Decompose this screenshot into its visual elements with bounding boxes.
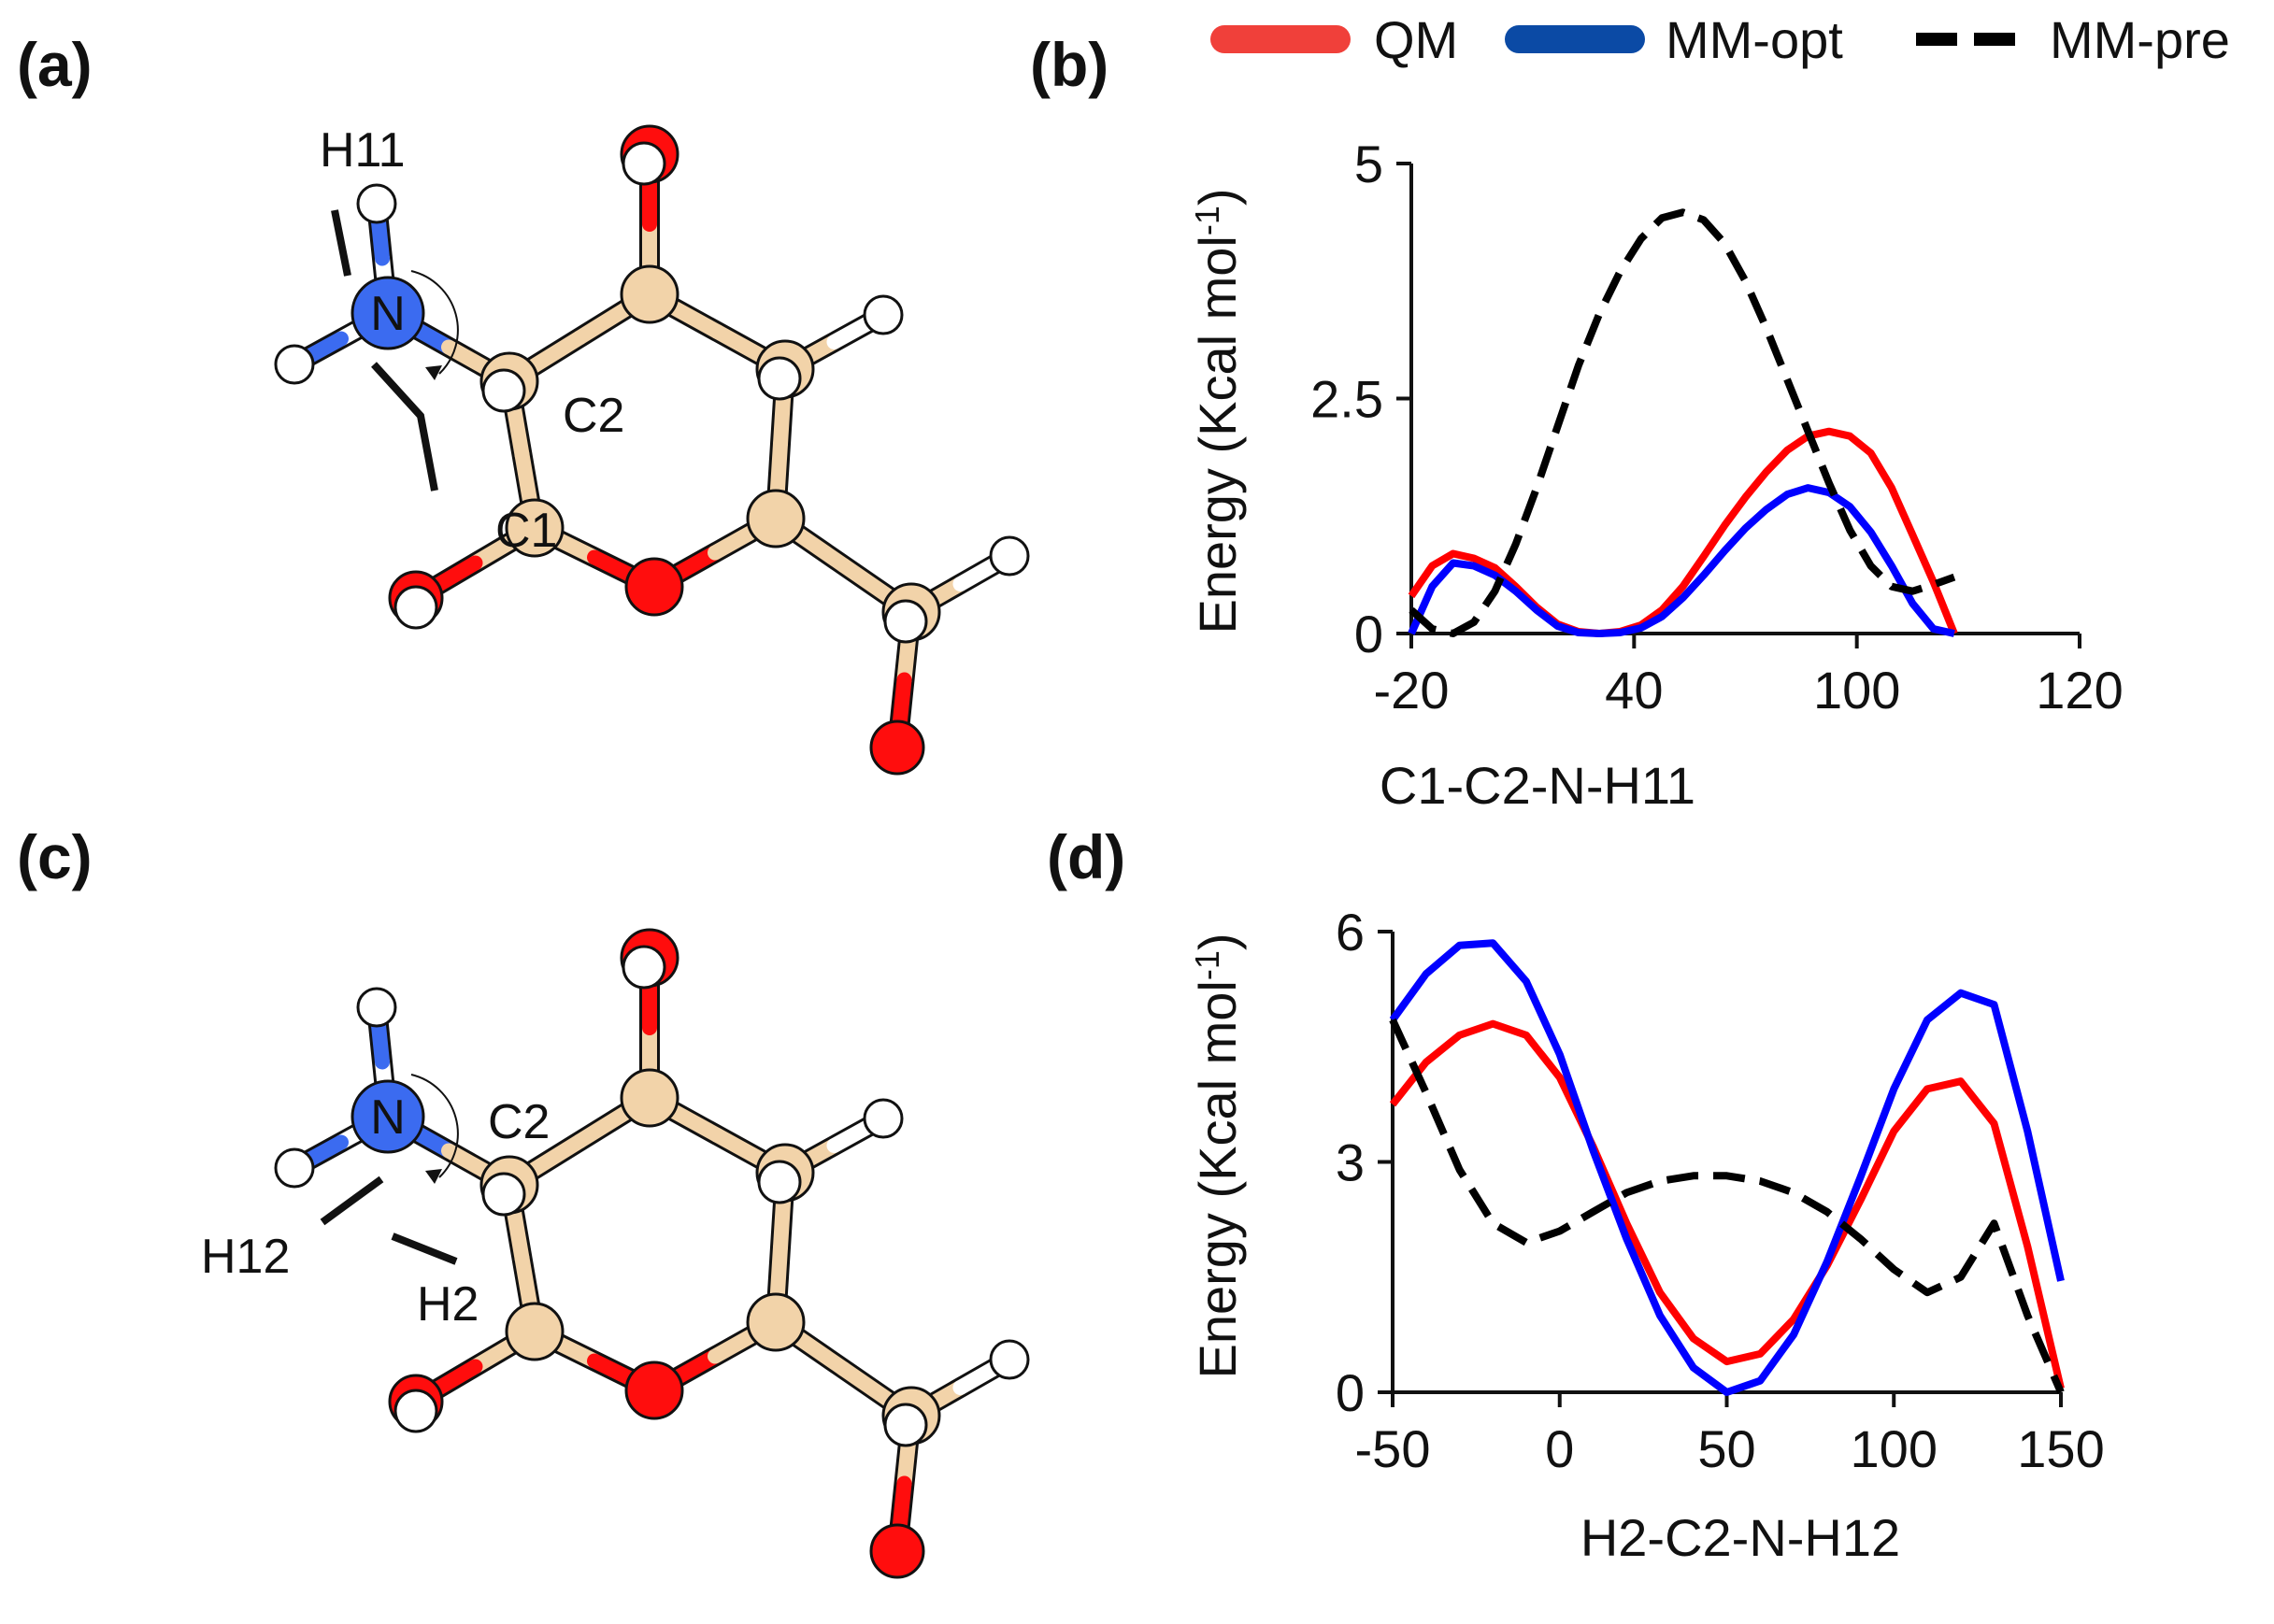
chart-d-ylabel-sup: -1 bbox=[1188, 950, 1226, 980]
chart-b: -20 40 100 120 0 2.5 5 C1-C2-N-H11 Energy (Kca… bbox=[1188, 135, 2124, 815]
chart-b-ylabel-close: ) bbox=[1188, 188, 1247, 206]
chart-b-axes: -20 40 100 120 0 2.5 5 bbox=[1310, 135, 2124, 719]
series-line-mm-opt bbox=[1389, 939, 2065, 1396]
atom-h bbox=[393, 585, 438, 630]
atom-label-n: N bbox=[370, 1090, 406, 1145]
atom-o6 bbox=[869, 719, 925, 776]
panel-label-b: (b) bbox=[1030, 30, 1108, 99]
atom-label-n: N bbox=[370, 287, 406, 341]
series-line-mm-pre bbox=[1389, 1018, 2065, 1394]
legend-label-mm-opt: MM-opt bbox=[1666, 10, 1843, 69]
dihedral-arc bbox=[410, 270, 459, 375]
chart-b-ylabel: Energy (Kcal mol-1) bbox=[1188, 188, 1247, 634]
x-tick-label: 100 bbox=[1851, 1419, 1938, 1478]
atom-h6 bbox=[989, 535, 1030, 577]
atom-h11 bbox=[356, 183, 397, 224]
atom-h bbox=[481, 368, 526, 413]
atom-label-c2: C2 bbox=[563, 389, 624, 443]
atom-h bbox=[481, 1172, 526, 1217]
y-tick-label: 0 bbox=[1336, 1363, 1365, 1422]
atom-n bbox=[350, 276, 425, 350]
x-tick-label: 50 bbox=[1697, 1419, 1755, 1478]
atom-h bbox=[622, 141, 666, 186]
y-tick-label: 5 bbox=[1354, 135, 1383, 193]
dihedral-arc bbox=[410, 1074, 459, 1178]
atom-h bbox=[757, 1160, 802, 1204]
x-tick-label: -50 bbox=[1355, 1419, 1431, 1478]
atom-c1 bbox=[505, 1302, 565, 1361]
chart-b-ylabel-sup: -1 bbox=[1188, 206, 1226, 235]
x-tick-label: 120 bbox=[2036, 661, 2123, 719]
chart-b-series bbox=[1408, 208, 1958, 637]
atom-h bbox=[883, 1403, 928, 1447]
x-tick-label: 40 bbox=[1605, 661, 1663, 719]
atom-c1 bbox=[505, 498, 565, 558]
atom-h bbox=[393, 1389, 438, 1433]
guide-line bbox=[320, 1175, 384, 1226]
atom-label-h2: H2 bbox=[417, 1277, 479, 1332]
series-line-mm-pre bbox=[1409, 208, 1956, 637]
atom-h bbox=[622, 945, 666, 990]
series-line-mm-opt bbox=[1408, 484, 1955, 637]
panel-label-d: (d) bbox=[1047, 822, 1125, 891]
atom-h bbox=[883, 599, 928, 644]
x-tick-label: 0 bbox=[1545, 1419, 1574, 1478]
chart-b-ylabel-main: Energy (Kcal mol bbox=[1188, 235, 1247, 634]
atom-h11 bbox=[356, 987, 397, 1028]
atom-h6 bbox=[989, 1339, 1030, 1380]
arrow-head-icon bbox=[425, 365, 442, 380]
atom-c3 bbox=[620, 264, 679, 324]
atom-oring bbox=[624, 557, 684, 617]
atom-c5 bbox=[746, 1292, 806, 1352]
legend-label-mm-pre: MM-pre bbox=[2050, 10, 2230, 69]
chart-b-xlabel: C1-C2-N-H11 bbox=[1380, 756, 1695, 815]
series-line-qm bbox=[1408, 427, 1958, 637]
y-tick-label: 6 bbox=[1336, 903, 1365, 962]
y-tick-label: 3 bbox=[1336, 1133, 1365, 1192]
x-tick-label: 150 bbox=[2017, 1419, 2104, 1478]
atom-label-h11: H11 bbox=[320, 123, 406, 178]
legend: QM MM-opt MM-pre bbox=[1210, 10, 2230, 69]
atom-hn bbox=[274, 344, 315, 385]
atom-h4 bbox=[863, 294, 904, 335]
atom-h4 bbox=[863, 1098, 904, 1139]
chart-d-ylabel-close: ) bbox=[1188, 933, 1247, 950]
series-line-qm bbox=[1389, 1019, 2065, 1389]
guide-line bbox=[391, 1232, 458, 1265]
guide-line bbox=[331, 209, 351, 277]
guide-line bbox=[371, 362, 438, 491]
panel-label-c: (c) bbox=[17, 822, 93, 891]
x-tick-label: 100 bbox=[1813, 661, 1900, 719]
molecule-a: N bbox=[274, 124, 1030, 776]
atom-c3 bbox=[620, 1068, 679, 1128]
y-tick-label: 2.5 bbox=[1310, 370, 1383, 429]
chart-d-series bbox=[1389, 939, 2065, 1396]
atom-o6 bbox=[869, 1523, 925, 1579]
legend-label-qm: QM bbox=[1374, 10, 1458, 69]
atom-oring bbox=[624, 1360, 684, 1420]
atom-n bbox=[350, 1079, 425, 1154]
chart-d-ylabel: Energy (Kcal mol-1) bbox=[1188, 933, 1247, 1378]
chart-d-ylabel-main: Energy (Kcal mol bbox=[1188, 980, 1247, 1378]
molecule-c: N bbox=[274, 928, 1030, 1579]
chart-d-xlabel: H2-C2-N-H12 bbox=[1580, 1508, 1900, 1567]
panel-label-a: (a) bbox=[17, 30, 93, 99]
atom-hn bbox=[274, 1147, 315, 1189]
atom-h bbox=[757, 356, 802, 401]
atom-c5 bbox=[746, 489, 806, 548]
x-tick-label: -20 bbox=[1374, 661, 1450, 719]
atom-label-c2: C2 bbox=[488, 1095, 550, 1149]
atom-label-c1: C1 bbox=[495, 504, 557, 558]
y-tick-label: 0 bbox=[1354, 605, 1383, 663]
atom-label-h12: H12 bbox=[201, 1230, 290, 1284]
arrow-head-icon bbox=[425, 1169, 442, 1184]
